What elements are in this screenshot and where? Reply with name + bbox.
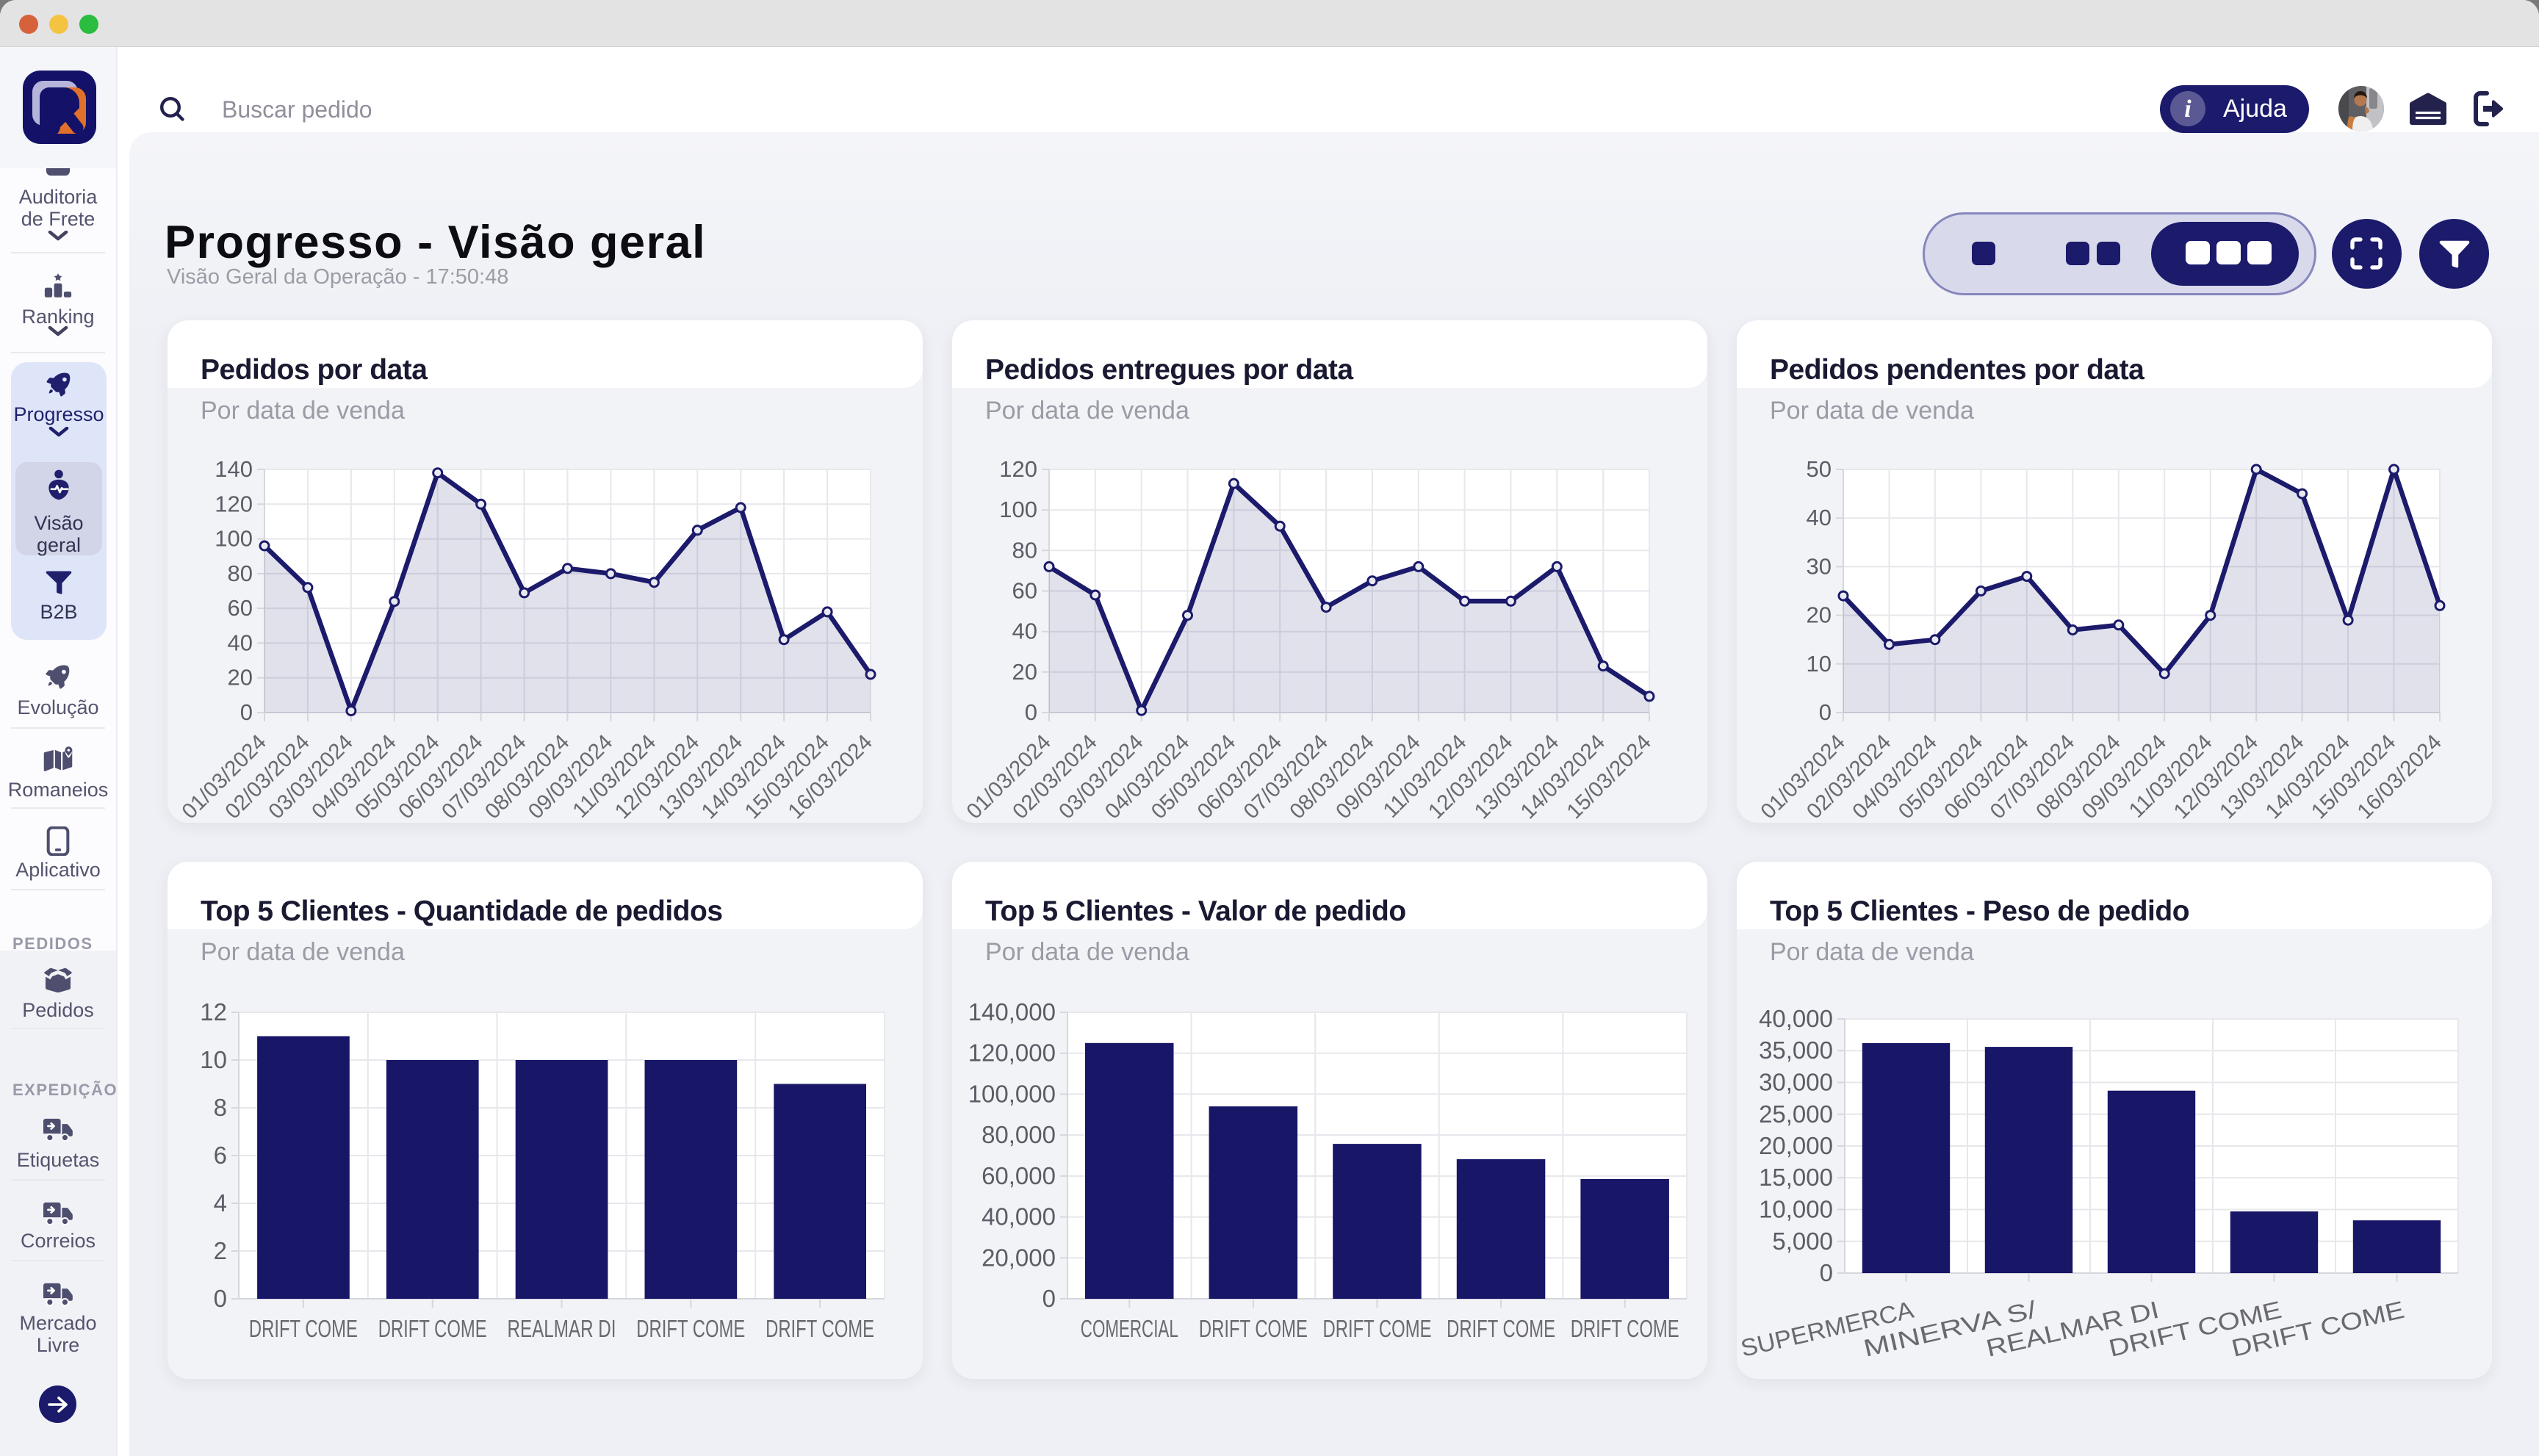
svg-text:0: 0 <box>1025 699 1037 725</box>
svg-text:0: 0 <box>214 1285 227 1312</box>
svg-text:4: 4 <box>214 1189 227 1217</box>
svg-text:140,000: 140,000 <box>968 998 1056 1026</box>
svg-text:DRIFT COME: DRIFT COME <box>1447 1315 1555 1342</box>
svg-text:20,000: 20,000 <box>1759 1132 1833 1159</box>
svg-text:40,000: 40,000 <box>982 1203 1056 1230</box>
svg-text:40,000: 40,000 <box>1759 1005 1833 1032</box>
svg-text:40: 40 <box>1807 505 1832 530</box>
svg-text:8: 8 <box>214 1094 227 1121</box>
svg-text:100,000: 100,000 <box>968 1080 1056 1107</box>
svg-text:120: 120 <box>215 491 253 516</box>
svg-text:0: 0 <box>240 699 253 725</box>
svg-text:20: 20 <box>1012 659 1037 685</box>
svg-text:DRIFT COME: DRIFT COME <box>378 1315 487 1342</box>
svg-text:60: 60 <box>1012 578 1037 604</box>
svg-text:DRIFT COME: DRIFT COME <box>636 1315 745 1342</box>
svg-text:COMERCIAL: COMERCIAL <box>1081 1315 1178 1342</box>
svg-text:140: 140 <box>215 456 253 482</box>
svg-text:40: 40 <box>1012 619 1037 644</box>
svg-text:2: 2 <box>214 1237 227 1264</box>
svg-text:120: 120 <box>999 456 1037 482</box>
svg-text:20: 20 <box>228 665 253 691</box>
svg-text:30,000: 30,000 <box>1759 1069 1833 1096</box>
svg-text:0: 0 <box>1820 1259 1833 1286</box>
svg-text:DRIFT COME: DRIFT COME <box>1323 1315 1432 1342</box>
svg-text:80,000: 80,000 <box>982 1121 1056 1148</box>
svg-text:6: 6 <box>214 1142 227 1169</box>
svg-text:DRIFT COME: DRIFT COME <box>766 1315 874 1342</box>
svg-text:20: 20 <box>1807 602 1832 628</box>
svg-text:30: 30 <box>1807 553 1832 579</box>
svg-text:80: 80 <box>1012 537 1037 563</box>
svg-text:DRIFT COME: DRIFT COME <box>249 1315 358 1342</box>
svg-text:40: 40 <box>228 630 253 655</box>
svg-text:12: 12 <box>200 998 227 1026</box>
svg-text:DRIFT COME: DRIFT COME <box>1199 1315 1308 1342</box>
svg-text:10: 10 <box>200 1046 227 1073</box>
svg-text:10: 10 <box>1807 651 1832 677</box>
svg-text:DRIFT COME: DRIFT COME <box>1571 1315 1679 1342</box>
svg-text:35,000: 35,000 <box>1759 1037 1833 1064</box>
svg-text:60: 60 <box>228 595 253 621</box>
svg-text:80: 80 <box>228 561 253 586</box>
svg-text:0: 0 <box>1042 1285 1056 1312</box>
svg-text:25,000: 25,000 <box>1759 1100 1833 1128</box>
svg-text:100: 100 <box>215 526 253 552</box>
svg-text:10,000: 10,000 <box>1759 1196 1833 1223</box>
svg-text:REALMAR DI: REALMAR DI <box>508 1315 616 1342</box>
svg-text:60,000: 60,000 <box>982 1162 1056 1189</box>
svg-text:0: 0 <box>1819 699 1832 725</box>
svg-text:100: 100 <box>999 497 1037 522</box>
svg-text:i: i <box>2184 95 2192 123</box>
svg-text:120,000: 120,000 <box>968 1039 1056 1067</box>
svg-text:20,000: 20,000 <box>982 1244 1056 1271</box>
svg-text:50: 50 <box>1807 456 1832 482</box>
svg-text:15,000: 15,000 <box>1759 1164 1833 1191</box>
svg-text:5,000: 5,000 <box>1772 1228 1833 1255</box>
